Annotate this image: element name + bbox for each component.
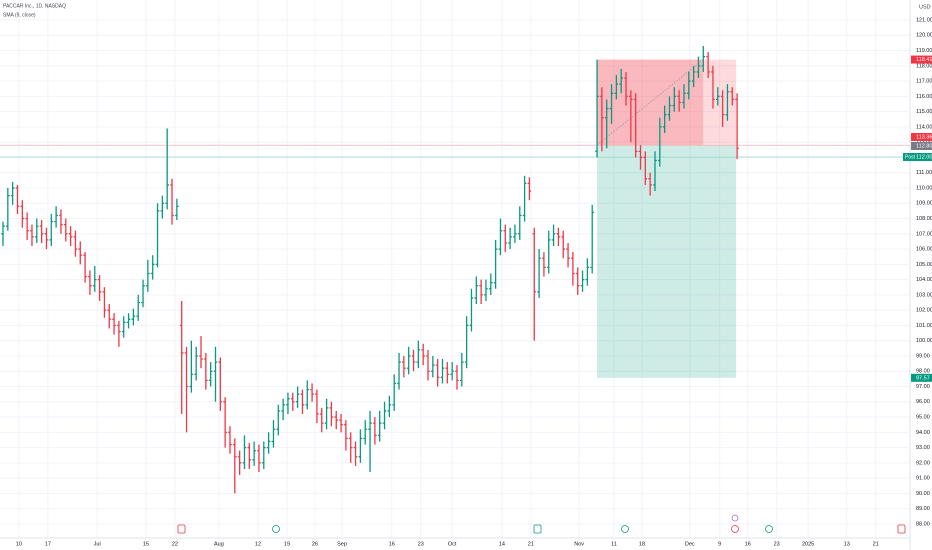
x-tick-label: 22 xyxy=(172,541,178,547)
price-badge-label: 97.57 xyxy=(916,375,930,381)
price-badge-label: 118.41 xyxy=(916,57,932,63)
event-icon[interactable] xyxy=(177,524,186,534)
y-tick-label: 117.00 xyxy=(916,79,932,85)
x-tick-label: 10 xyxy=(16,541,22,547)
event-icons[interactable] xyxy=(177,514,906,534)
y-tick-label: 114.00 xyxy=(916,124,932,130)
target-zone xyxy=(597,59,704,146)
y-tick-label: 102.00 xyxy=(916,308,932,314)
y-tick-label: 96.00 xyxy=(916,399,930,405)
y-tick-label: 88.00 xyxy=(916,521,930,527)
price-bars xyxy=(1,45,739,494)
y-tick-label: 97.00 xyxy=(916,384,930,390)
y-tick-label: 89.00 xyxy=(916,506,930,512)
y-tick-label: 106.00 xyxy=(916,247,932,253)
x-tick-label: 12 xyxy=(255,541,261,547)
x-tick-label: Dec xyxy=(685,541,695,547)
event-icon[interactable] xyxy=(731,514,739,522)
y-tick-label: 110.00 xyxy=(916,185,932,191)
x-tick-label: 19 xyxy=(284,541,290,547)
y-tick-label: 92.00 xyxy=(916,460,930,466)
price-badge-label: 112.80 xyxy=(916,143,932,149)
event-icon[interactable] xyxy=(731,525,739,533)
post-badge-name: Post xyxy=(905,154,916,160)
y-tick-label: 95.00 xyxy=(916,415,930,421)
y-tick-label: 100.00 xyxy=(916,338,932,344)
price-badge xyxy=(911,55,932,64)
x-tick-label: 11 xyxy=(611,541,617,547)
post-badge-label: 112.00 xyxy=(916,154,932,160)
x-tick-label: 21 xyxy=(873,541,879,547)
price-badge-label: 113.36 xyxy=(916,134,932,140)
y-tick-label: 98.00 xyxy=(916,369,930,375)
y-tick-label: 93.00 xyxy=(916,445,930,451)
price-badge xyxy=(911,141,932,150)
x-tick-label: 23 xyxy=(418,541,424,547)
currency: USD xyxy=(919,4,931,10)
x-tick-label: 13 xyxy=(844,541,850,547)
stop-zone xyxy=(597,145,737,378)
x-tick-label: 14 xyxy=(499,541,505,547)
x-tick-label: 23 xyxy=(774,541,780,547)
position-tool[interactable] xyxy=(0,59,910,378)
y-tick-label: 107.00 xyxy=(916,231,932,237)
x-tick-label: 16 xyxy=(389,541,395,547)
event-icon[interactable] xyxy=(765,525,773,533)
x-tick-label: 21 xyxy=(528,541,534,547)
event-icon[interactable] xyxy=(533,524,542,534)
y-tick-label: 111.00 xyxy=(916,170,932,176)
y-tick-label: 116.00 xyxy=(916,94,932,100)
price-badge xyxy=(911,132,932,141)
y-tick-label: 119.00 xyxy=(916,48,932,54)
indicator-label[interactable]: SMA (9, close) xyxy=(3,12,36,18)
x-tick-label: Sep xyxy=(337,541,347,547)
price-badge xyxy=(911,373,932,382)
x-tick-label: 17 xyxy=(45,541,51,547)
x-tick-label: Oct xyxy=(448,541,457,547)
y-tick-label: 105.00 xyxy=(916,262,932,268)
x-tick-label: 9 xyxy=(718,541,721,547)
y-tick-label: 94.00 xyxy=(916,430,930,436)
y-tick-label: 104.00 xyxy=(916,277,932,283)
x-tick-label: Aug xyxy=(214,541,224,547)
event-icon[interactable] xyxy=(621,525,629,533)
x-tick-label: 16 xyxy=(745,541,751,547)
chart-title: PACCAR Inc., 1D, NASDAQ xyxy=(3,3,66,9)
y-tick-label: 120.00 xyxy=(916,33,932,39)
grid xyxy=(0,0,910,538)
y-tick-label: 101.00 xyxy=(916,323,932,329)
y-tick-label: 103.00 xyxy=(916,292,932,298)
y-tick-label: 109.00 xyxy=(916,201,932,207)
x-tick-label: 2025 xyxy=(802,541,814,547)
event-icon[interactable] xyxy=(897,524,906,534)
event-icon[interactable] xyxy=(272,525,280,533)
y-tick-label: 115.00 xyxy=(916,109,932,115)
y-tick-label: 91.00 xyxy=(916,476,930,482)
post-badge xyxy=(903,152,932,161)
axes: 121.00 120.00 119.00 118.00 117.00 116.00 115.… xyxy=(16,17,932,547)
y-tick-label: 108.00 xyxy=(916,216,932,222)
x-tick-label: 18 xyxy=(639,541,645,547)
x-tick-label: Jul xyxy=(94,541,101,547)
y-tick-label: 90.00 xyxy=(916,491,930,497)
x-tick-label: Nov xyxy=(574,541,584,547)
x-tick-label: 15 xyxy=(143,541,149,547)
y-tick-label: 118.00 xyxy=(916,63,932,69)
y-tick-label: 99.00 xyxy=(916,353,930,359)
x-tick-label: 26 xyxy=(312,541,318,547)
y-tick-label: 121.00 xyxy=(916,17,932,23)
